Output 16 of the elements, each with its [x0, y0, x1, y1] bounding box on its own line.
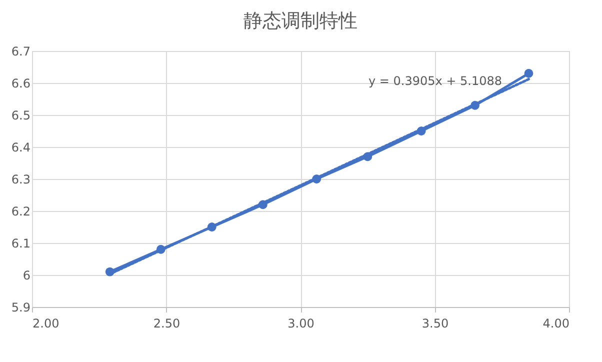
x-tick-label: 2.00 [32, 316, 60, 330]
y-tick-label: 6.2 [11, 204, 30, 218]
x-tick-label: 4.00 [542, 316, 570, 330]
x-tick-label: 2.50 [153, 316, 180, 330]
y-tick-label: 6.4 [11, 140, 30, 154]
y-tick-label: 6.1 [11, 236, 30, 250]
y-tick-label: 6.7 [11, 44, 30, 58]
x-tick-label: 3.00 [288, 316, 314, 330]
y-tick-label: 6 [22, 268, 30, 282]
y-tick-label: 6.6 [11, 76, 30, 90]
chart-title: 静态调制特性 [244, 10, 358, 32]
y-tick-label: 6.5 [11, 108, 30, 122]
y-tick-label: 5.9 [11, 300, 30, 314]
annotation: y = 0.3905x + 5.1088 [368, 74, 502, 88]
y-tick-label: 6.3 [11, 172, 30, 186]
x-tick-label: 3.50 [422, 316, 449, 330]
